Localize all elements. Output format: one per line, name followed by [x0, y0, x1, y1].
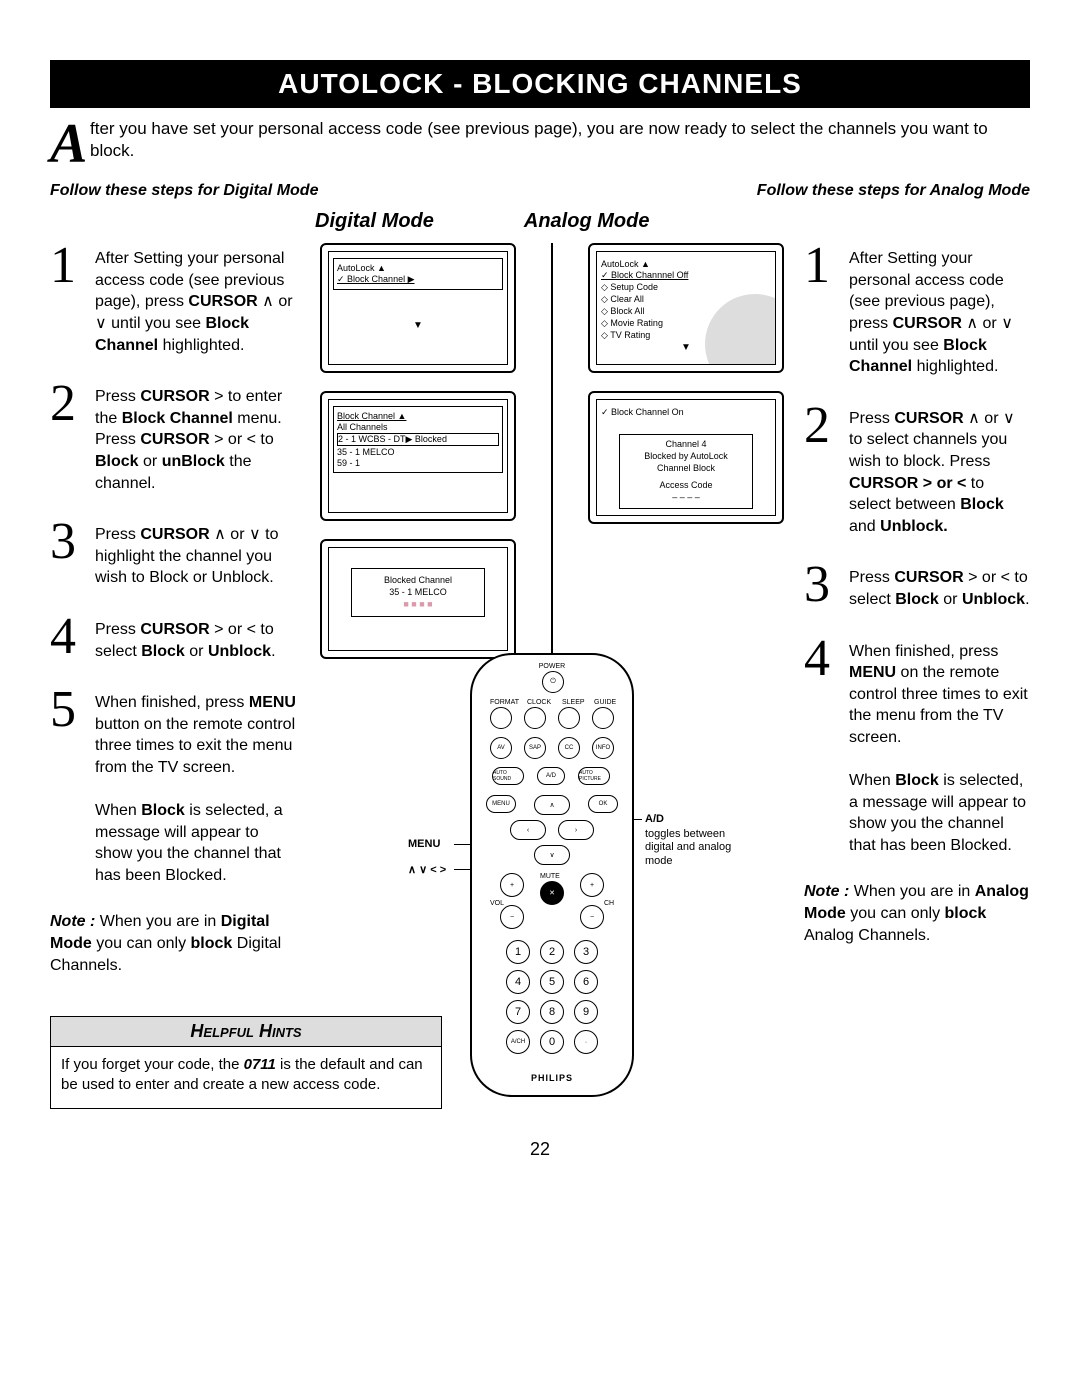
remote-label-ad: A/D — [645, 813, 664, 825]
analog-step-2: 2 Press CURSOR ∧ or ∨ to select channels… — [804, 403, 1030, 538]
page-number: 22 — [50, 1139, 1030, 1160]
center-column: AutoLock ▲ ✓ Block Channel ▶ ▼ Block Cha… — [320, 243, 784, 1109]
step-text: When finished, press MENU button on the … — [95, 687, 300, 886]
step-number: 5 — [50, 687, 80, 886]
num-8[interactable]: 8 — [540, 1000, 564, 1024]
ach-button[interactable]: A/CH — [506, 1030, 530, 1054]
ch-down[interactable]: − — [580, 905, 604, 929]
mute-button[interactable]: ✕ — [540, 881, 564, 905]
num-3[interactable]: 3 — [574, 940, 598, 964]
num-1[interactable]: 1 — [506, 940, 530, 964]
cursor-left[interactable]: ‹ — [510, 820, 546, 840]
sleep-button[interactable] — [558, 707, 580, 729]
step-text: Press CURSOR ∧ or ∨ to highlight the cha… — [95, 519, 300, 589]
step-text: Press CURSOR ∧ or ∨ to select channels y… — [849, 403, 1030, 538]
step-number: 3 — [804, 562, 834, 610]
analog-note: Note : When you are in Analog Mode you c… — [804, 881, 1030, 946]
step-number: 1 — [804, 243, 834, 378]
clock-button[interactable] — [524, 707, 546, 729]
analog-steps-column: 1 After Setting your personal access cod… — [804, 243, 1030, 1109]
digital-step-1: 1 After Setting your personal access cod… — [50, 243, 300, 356]
intro-text: A fter you have set your personal access… — [50, 118, 1030, 162]
step-text: When finished, press MENU on the remote … — [849, 636, 1030, 857]
digital-step-5: 5 When finished, press MENU button on th… — [50, 687, 300, 886]
step-text: Press CURSOR > to enter the Block Channe… — [95, 381, 300, 494]
step-text: After Setting your personal access code … — [95, 243, 300, 356]
cursor-right[interactable]: › — [558, 820, 594, 840]
num-0[interactable]: 0 — [540, 1030, 564, 1054]
step-number: 1 — [50, 243, 80, 356]
step-text: After Setting your personal access code … — [849, 243, 1030, 378]
drop-cap: A — [50, 108, 87, 181]
ch-up[interactable]: + — [580, 873, 604, 897]
step-number: 4 — [804, 636, 834, 857]
step-text: Press CURSOR > or < to select Block or U… — [95, 614, 300, 662]
step-text: Press CURSOR > or < to select Block or U… — [849, 562, 1030, 610]
sap-button[interactable]: SAP — [524, 737, 546, 759]
num-4[interactable]: 4 — [506, 970, 530, 994]
vol-down[interactable]: − — [500, 905, 524, 929]
num-7[interactable]: 7 — [506, 1000, 530, 1024]
digital-note: Note : When you are in Digital Mode you … — [50, 911, 300, 976]
num-6[interactable]: 6 — [574, 970, 598, 994]
tv-screen-digital-3: Blocked Channel 35 - 1 MELCO ■ ■ ■ ■ — [320, 539, 516, 659]
digital-steps-column: 1 After Setting your personal access cod… — [50, 243, 300, 1109]
digital-step-3: 3 Press CURSOR ∧ or ∨ to highlight the c… — [50, 519, 300, 589]
format-button[interactable] — [490, 707, 512, 729]
num-9[interactable]: 9 — [574, 1000, 598, 1024]
intro-body: fter you have set your personal access c… — [90, 119, 988, 160]
brand-label: PHILIPS — [472, 1073, 632, 1083]
info-button[interactable]: INFO — [592, 737, 614, 759]
autopicture-button[interactable]: AUTO PICTURE — [578, 767, 610, 785]
remote-control: POWER ⏻ FORMAT CLOCK SLEEP GUIDE AV SAP … — [470, 653, 634, 1097]
cursor-up[interactable]: ∧ — [534, 795, 570, 815]
analog-step-3: 3 Press CURSOR > or < to select Block or… — [804, 562, 1030, 610]
mode-divider — [551, 243, 553, 673]
step-number: 3 — [50, 519, 80, 589]
remote-label-ad-text: toggles between digital and analog mode — [645, 828, 755, 868]
page-title: AUTOLOCK - BLOCKING CHANNELS — [50, 60, 1030, 108]
tv-screen-analog-1: AutoLock ▲ ✓ Block Channnel Off ◇ Setup … — [588, 243, 784, 373]
analog-step-1: 1 After Setting your personal access cod… — [804, 243, 1030, 378]
step-number: 4 — [50, 614, 80, 662]
av-button[interactable]: AV — [490, 737, 512, 759]
cc-button[interactable]: CC — [558, 737, 580, 759]
analog-step-4: 4 When finished, press MENU on the remot… — [804, 636, 1030, 857]
step-number: 2 — [50, 381, 80, 494]
cursor-down[interactable]: ∨ — [534, 845, 570, 865]
tv-screen-digital-1: AutoLock ▲ ✓ Block Channel ▶ ▼ — [320, 243, 516, 373]
tv-screen-digital-2: Block Channel ▲ All Channels 2 - 1 WCBS … — [320, 391, 516, 521]
step-number: 2 — [804, 403, 834, 538]
mode-label-analog: Analog Mode — [524, 210, 650, 233]
mode-label-digital: Digital Mode — [315, 210, 434, 233]
tv-screen-analog-2: ✓ Block Channel On Channel 4 Blocked by … — [588, 391, 784, 523]
menu-button[interactable]: MENU — [486, 795, 516, 813]
power-label: POWER — [472, 663, 632, 670]
num-2[interactable]: 2 — [540, 940, 564, 964]
subhead-analog: Follow these steps for Analog Mode — [757, 182, 1030, 200]
guide-button[interactable] — [592, 707, 614, 729]
num-5[interactable]: 5 — [540, 970, 564, 994]
subhead-digital: Follow these steps for Digital Mode — [50, 182, 318, 200]
autosound-button[interactable]: AUTO SOUND — [492, 767, 524, 785]
remote-label-menu: MENU — [408, 838, 440, 850]
digital-step-2: 2 Press CURSOR > to enter the Block Chan… — [50, 381, 300, 494]
ok-button[interactable]: OK — [588, 795, 618, 813]
ad-button[interactable]: A/D — [537, 767, 565, 785]
vol-up[interactable]: + — [500, 873, 524, 897]
remote-label-cursor: ∧ ∨ < > — [408, 863, 446, 876]
digital-step-4: 4 Press CURSOR > or < to select Block or… — [50, 614, 300, 662]
dot-button[interactable]: · — [574, 1030, 598, 1054]
power-button[interactable]: ⏻ — [542, 671, 564, 693]
